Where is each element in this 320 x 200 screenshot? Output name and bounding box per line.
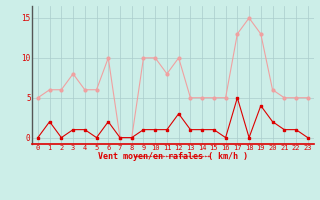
Text: ←←←←←←←←←←←←←←←←←←←←←←←←: ←←←←←←←←←←←←←←←←←←←←←←←← [134, 155, 212, 160]
X-axis label: Vent moyen/en rafales ( km/h ): Vent moyen/en rafales ( km/h ) [98, 152, 248, 161]
